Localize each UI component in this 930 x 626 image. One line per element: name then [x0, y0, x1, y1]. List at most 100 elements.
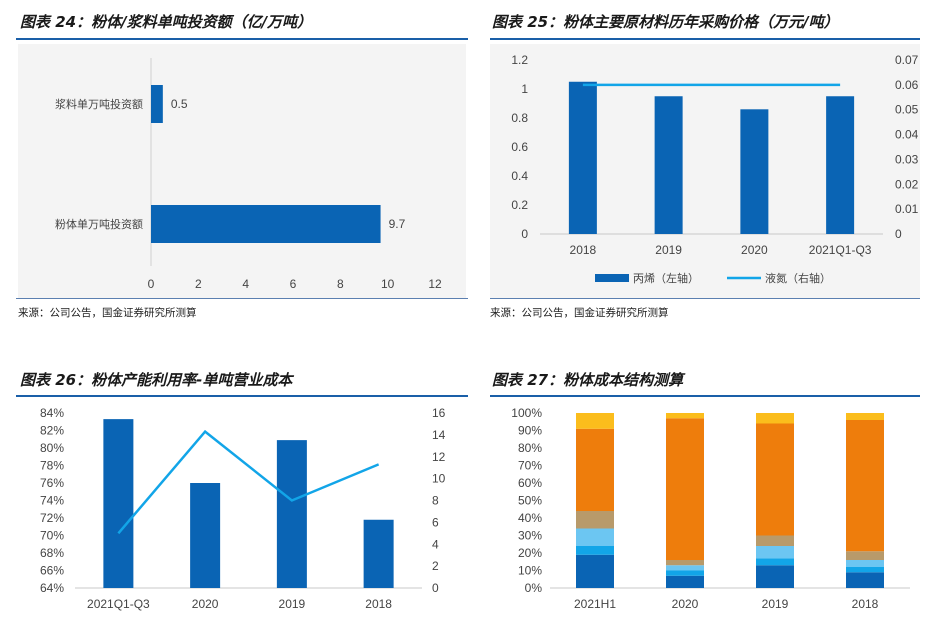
fig24-source-rule: [16, 298, 468, 299]
fig27-y-tick-label: 50%: [518, 494, 542, 508]
fig24-x-tick-label: 10: [381, 277, 395, 291]
fig24-panel: 图表 24：粉体/浆料单吨投资额（亿/万吨） 来源：公司公告，国金证券研究所测算: [16, 8, 468, 328]
fig27-stack-segment: [666, 560, 704, 566]
fig26-right-tick-label: 8: [432, 494, 439, 508]
fig26-chart: 64% 66% 68% 70% 72% 74% 76% 78% 80% 82% 84% 0 2 4 6 8 10…: [40, 406, 446, 611]
fig27-stack-segment: [846, 551, 884, 560]
fig27-stack-segment: [756, 535, 794, 546]
fig27-stack-segment: [576, 428, 614, 511]
fig27-stack-segment: [576, 546, 614, 555]
fig25-left-tick-label: 0.4: [511, 169, 528, 183]
fig25-bar: [568, 81, 597, 234]
fig26-x-tick-label: 2019: [279, 597, 306, 611]
fig27-title-rule: [490, 395, 920, 397]
fig24-x-tick-label: 12: [428, 277, 442, 291]
fig27-y-tick-label: 60%: [518, 476, 542, 490]
fig24-bar: [151, 85, 163, 123]
fig25-x-tick-label: 2021Q1-Q3: [809, 243, 872, 257]
fig26-right-tick-label: 2: [432, 559, 439, 573]
fig24-category-label: 粉体单万吨投资额: [55, 217, 143, 231]
fig27-stack-segment: [576, 511, 614, 529]
fig26-left-tick-label: 80%: [40, 441, 64, 455]
fig26-right-tick-label: 4: [432, 537, 439, 551]
fig27-stack-segment: [576, 413, 614, 429]
fig26-bar: [276, 440, 307, 588]
fig24-category-label: 浆料单万吨投资额: [55, 97, 143, 111]
fig26-right-tick-label: 10: [432, 472, 446, 486]
fig25-left-tick-label: 0.8: [511, 111, 528, 125]
fig26-left-tick-label: 64%: [40, 581, 64, 595]
fig24-bar: [151, 205, 381, 243]
fig27-stack-segment: [756, 413, 794, 424]
fig27-y-tick-label: 70%: [518, 459, 542, 473]
fig25-right-tick-label: 0.03: [895, 152, 919, 166]
fig27-stack-segment: [846, 413, 884, 420]
fig26-right-tick-label: 0: [432, 581, 439, 595]
fig24-x-tick-label: 6: [290, 277, 297, 291]
fig25-right-tick-label: 0.04: [895, 128, 919, 142]
fig27-stack-segment: [666, 565, 704, 571]
fig27-stack-segment: [846, 560, 884, 567]
fig26-left-tick-label: 82%: [40, 424, 64, 438]
fig27-stack-segment: [756, 546, 794, 559]
fig27-title: 图表 27：粉体成本结构测算: [492, 371, 684, 389]
fig26-bar: [363, 519, 394, 588]
fig25-left-tick-label: 0: [521, 227, 528, 241]
fig27-y-tick-label: 30%: [518, 529, 542, 543]
fig24-x-tick-label: 4: [242, 277, 249, 291]
fig24-x-tick-label: 2: [195, 277, 202, 291]
fig27-stack-segment: [756, 423, 794, 536]
fig27-stack-segment: [666, 418, 704, 560]
fig26-title: 图表 26：粉体产能利用率-单吨营业成本: [20, 371, 293, 389]
fig25-right-tick-label: 0.07: [895, 53, 919, 67]
fig26-title-rule: [16, 395, 468, 397]
fig25-right-tick-label: 0.05: [895, 103, 919, 117]
fig27-y-tick-label: 40%: [518, 511, 542, 525]
fig27-stack-segment: [846, 420, 884, 552]
fig26-left-tick-label: 68%: [40, 546, 64, 560]
fig27-stack-segment: [756, 565, 794, 588]
fig26-right-tick-label: 12: [432, 450, 446, 464]
fig27-y-tick-label: 0%: [525, 581, 543, 595]
fig26-x-tick-label: 2020: [192, 597, 219, 611]
fig27-stack-segment: [756, 558, 794, 566]
fig26-x-tick-label: 2021Q1-Q3: [87, 597, 150, 611]
fig27-chart: 0% 10% 20% 30% 40% 50% 60% 70% 80% 90% 100% 2021H1 2…: [511, 406, 910, 611]
fig24-data-label: 0.5: [171, 97, 188, 111]
fig27-stack-segment: [846, 572, 884, 588]
fig25-x-tick-label: 2019: [655, 243, 682, 257]
fig25-legend-line-label: 液氮（右轴）: [765, 271, 831, 285]
fig27-y-tick-label: 10%: [518, 564, 542, 578]
fig27-stack-segment: [846, 567, 884, 573]
fig26-right-tick-label: 16: [432, 406, 446, 420]
fig24-title: 图表 24：粉体/浆料单吨投资额（亿/万吨）: [20, 13, 313, 31]
fig26-left-tick-label: 66%: [40, 564, 64, 578]
fig26-x-tick-label: 2018: [365, 597, 392, 611]
fig25-x-tick-label: 2020: [741, 243, 768, 257]
fig25-legend-bar-label: 丙烯（左轴）: [633, 271, 699, 285]
fig27-y-tick-label: 80%: [518, 441, 542, 455]
fig27-stack-segment: [666, 570, 704, 576]
fig25-title-rule: [490, 38, 920, 40]
fig27-stack-segment: [666, 575, 704, 588]
fig26-left-tick-label: 74%: [40, 494, 64, 508]
fig25-right-tick-label: 0.06: [895, 78, 919, 92]
fig26-left-tick-label: 72%: [40, 511, 64, 525]
fig25-left-tick-label: 1: [521, 82, 528, 96]
fig24-chart: 0 2 4 6 8 10 12 浆料单万吨投资额 0.5 粉体单万吨投资额 9.7: [55, 58, 442, 291]
fig27-x-tick-label: 2021H1: [574, 597, 616, 611]
fig24-x-tick-label: 8: [337, 277, 344, 291]
fig24-title-rule: [16, 38, 468, 40]
fig27-x-tick-label: 2020: [672, 597, 699, 611]
fig24-x-tick-label: 0: [148, 277, 155, 291]
fig26-line-series: [117, 429, 380, 535]
fig27-stack-segment: [576, 554, 614, 588]
fig26-left-tick-label: 84%: [40, 406, 64, 420]
fig25-x-tick-label: 2018: [570, 243, 597, 257]
fig25-right-tick-label: 0.01: [895, 202, 919, 216]
fig24-source: 来源：公司公告，国金证券研究所测算: [18, 307, 197, 319]
fig25-right-tick-label: 0: [895, 227, 902, 241]
fig27-panel: 图表 27：粉体成本结构测算: [490, 366, 920, 626]
fig27-y-tick-label: 100%: [511, 406, 542, 420]
fig26-left-tick-label: 78%: [40, 459, 64, 473]
